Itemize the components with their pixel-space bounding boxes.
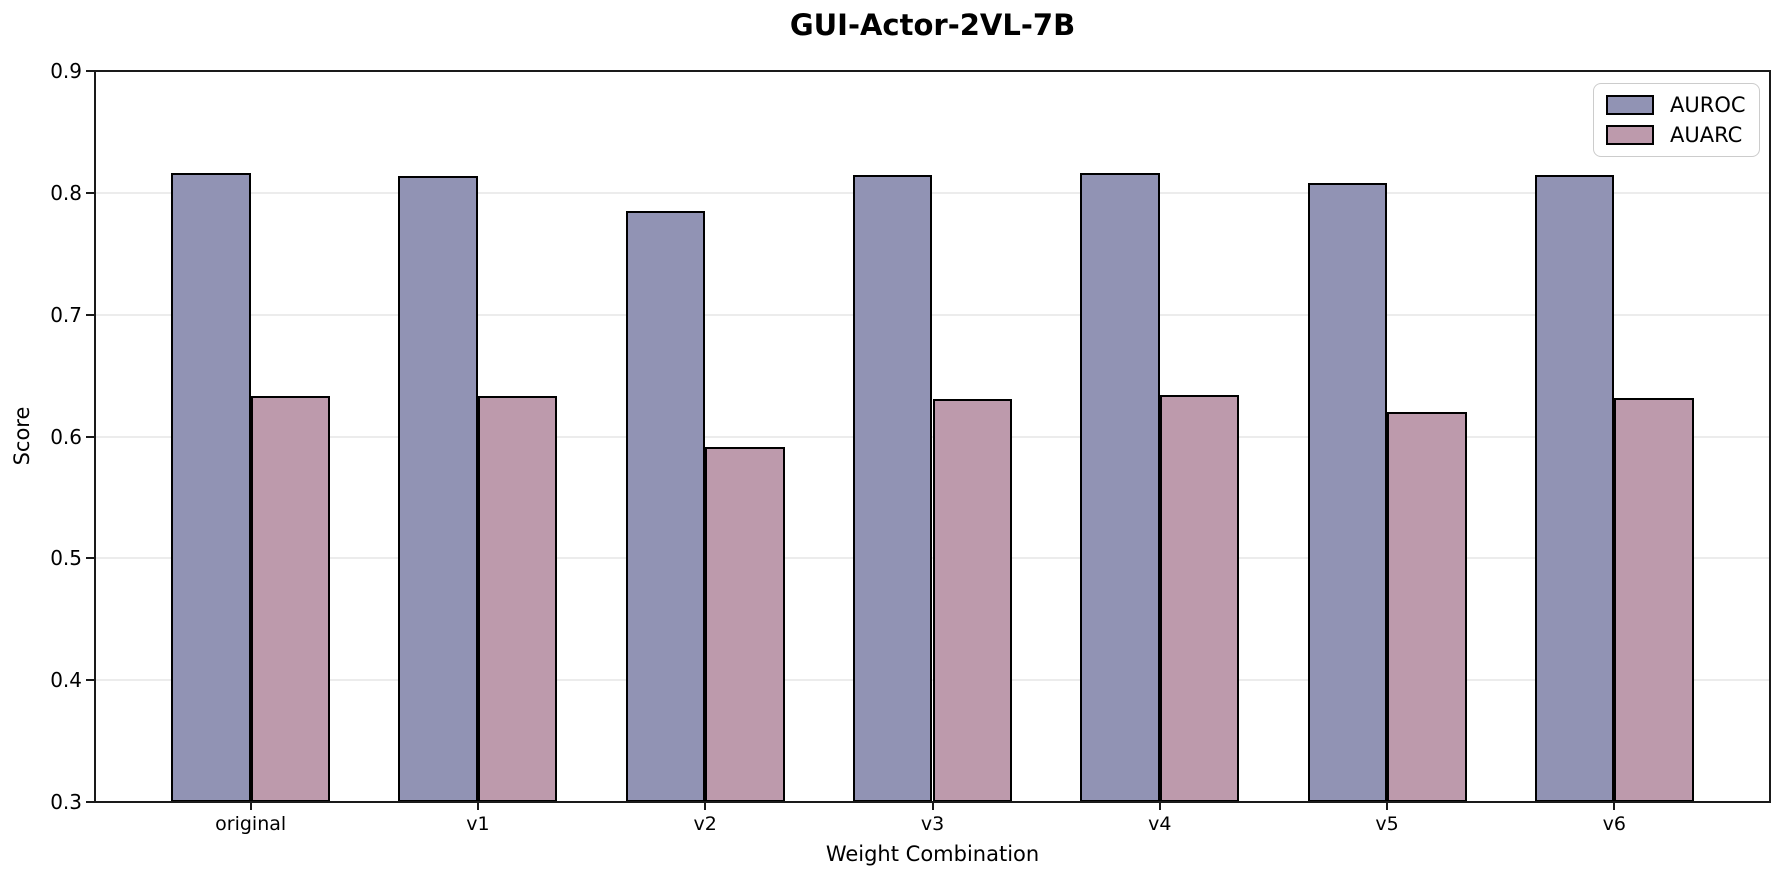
x-tick-mark: [1158, 802, 1161, 810]
y-tick-label: 0.9: [50, 59, 82, 83]
x-tick-label: v1: [466, 813, 490, 835]
bar-auarc-v5: [1387, 412, 1467, 802]
x-tick-mark: [476, 802, 479, 810]
bar-auroc-v2: [625, 211, 706, 802]
bar-auroc-v4: [1080, 173, 1160, 802]
y-tick-label: 0.4: [50, 668, 82, 693]
bar-auroc-v6: [1534, 174, 1615, 802]
y-tick-mark: [86, 313, 94, 316]
x-tick-label: v6: [1602, 813, 1626, 835]
y-tick-mark: [86, 679, 94, 682]
bar-auarc-v3: [932, 398, 1013, 802]
x-tick-label: v3: [920, 813, 945, 835]
y-tick-label: 0.8: [50, 180, 82, 205]
y-tick-label: 0.7: [50, 302, 82, 327]
bar-auarc-v1: [477, 396, 558, 802]
bar-auarc-v4: [1159, 395, 1240, 802]
bar-auroc-original: [171, 173, 251, 802]
y-tick-label: 0.6: [50, 424, 82, 449]
legend: AUROC AUARC: [1593, 83, 1760, 157]
x-tick-mark: [1613, 802, 1616, 810]
auroc-swatch: [1606, 95, 1654, 116]
y-tick-mark: [86, 801, 94, 803]
bar-auarc-original: [250, 396, 331, 802]
x-axis-label: Weight Combination: [825, 842, 1040, 866]
x-tick-mark: [1386, 802, 1389, 810]
legend-item-auarc: AUARC: [1606, 123, 1747, 147]
y-tick-mark: [86, 435, 94, 438]
x-tick-mark: [704, 802, 707, 810]
y-tick-label: 0.3: [50, 790, 82, 814]
x-tick-mark: [249, 802, 252, 810]
bar-auroc-v3: [852, 174, 933, 802]
y-tick-mark: [86, 557, 94, 560]
gridline: [95, 191, 1770, 194]
x-tick-mark: [931, 802, 934, 810]
bar-auroc-v5: [1307, 183, 1388, 802]
gridline: [95, 313, 1770, 316]
bar-auroc-v1: [398, 175, 478, 802]
y-tick-mark: [86, 191, 94, 194]
y-tick-mark: [86, 70, 94, 72]
chart-title: GUI-Actor-2VL-7B: [789, 8, 1076, 42]
bar-auarc-v6: [1614, 397, 1694, 802]
x-tick-label: v5: [1375, 813, 1399, 835]
x-tick-label: v4: [1148, 813, 1172, 835]
bar-auarc-v2: [705, 447, 785, 802]
y-tick-label: 0.5: [50, 546, 82, 571]
legend-label-auarc: AUARC: [1670, 122, 1743, 147]
legend-label-auroc: AUROC: [1670, 93, 1746, 118]
legend-item-auroc: AUROC: [1606, 93, 1747, 117]
x-tick-label: v2: [693, 813, 717, 835]
auarc-swatch: [1606, 124, 1654, 145]
x-tick-label: original: [215, 813, 287, 835]
